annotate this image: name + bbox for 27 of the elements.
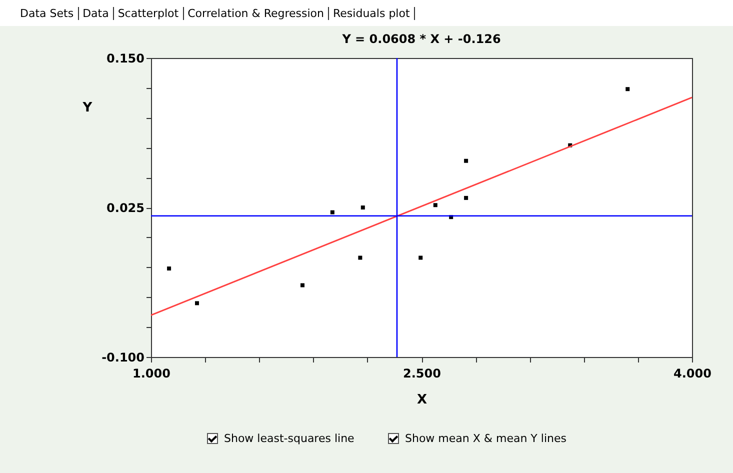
point <box>300 283 304 288</box>
x-tick-label: 2.500 <box>403 366 441 380</box>
y-axis-title: Y <box>82 100 93 116</box>
point <box>626 87 630 92</box>
point <box>464 158 468 163</box>
text: Show least-squares line <box>224 432 354 445</box>
point <box>433 203 438 208</box>
text: Residuals plot <box>329 6 415 20</box>
text: Show mean X & mean Y lines <box>405 432 566 445</box>
point <box>464 196 468 200</box>
text: Correlation & Regression <box>184 6 330 20</box>
point <box>418 256 423 260</box>
point <box>167 266 172 270</box>
y-tick-label: -0.100 <box>102 350 144 364</box>
x-tick-label: 1.000 <box>132 366 170 380</box>
y-tick-label: 0.150 <box>106 52 144 66</box>
text: Data <box>78 6 114 20</box>
point <box>360 206 365 210</box>
text: Scatterplot <box>114 6 184 20</box>
x-axis-title: X <box>416 392 428 408</box>
text: Data Sets <box>16 6 79 20</box>
y-tick-label: 0.025 <box>106 201 144 215</box>
point <box>358 256 362 260</box>
point <box>330 210 334 214</box>
x-tick-label: 4.000 <box>674 366 712 380</box>
chart-title: Y = 0.0608 * X + -0.126 <box>341 32 501 46</box>
point <box>194 301 199 306</box>
